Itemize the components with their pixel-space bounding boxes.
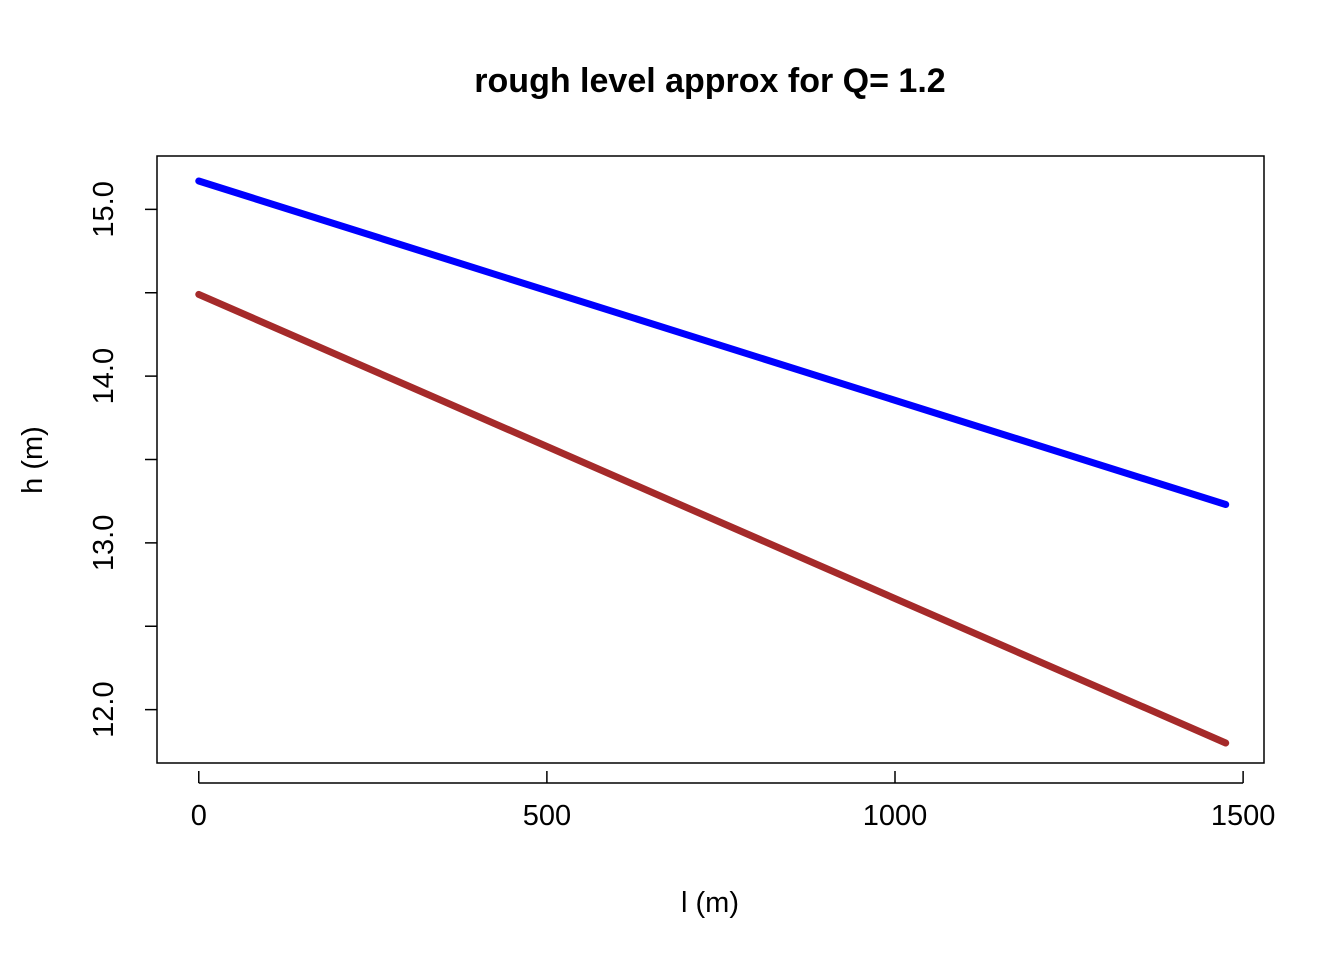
x-tick-label: 1000: [863, 800, 928, 832]
y-tick-label: 15.0: [88, 181, 120, 237]
chart-title: rough level approx for Q= 1.2: [474, 62, 945, 100]
series-layer: [195, 177, 1230, 747]
x-tick-label: 500: [523, 800, 571, 832]
x-axis: 0 500 1000 1500: [191, 771, 1276, 832]
y-axis: 12.0 13.0 14.0 15.0: [88, 181, 157, 738]
y-tick-label: 12.0: [88, 681, 120, 737]
series-line-1: [195, 177, 1230, 509]
x-axis-label: l (m): [681, 887, 739, 919]
x-tick-label: 1500: [1211, 800, 1276, 832]
y-tick-label: 13.0: [88, 515, 120, 571]
y-axis-label: h (m): [17, 426, 49, 494]
plot-area-frame: [156, 155, 1265, 764]
x-tick-label: 0: [191, 800, 207, 832]
y-tick-label: 14.0: [88, 348, 120, 404]
series-line-2: [195, 290, 1230, 747]
